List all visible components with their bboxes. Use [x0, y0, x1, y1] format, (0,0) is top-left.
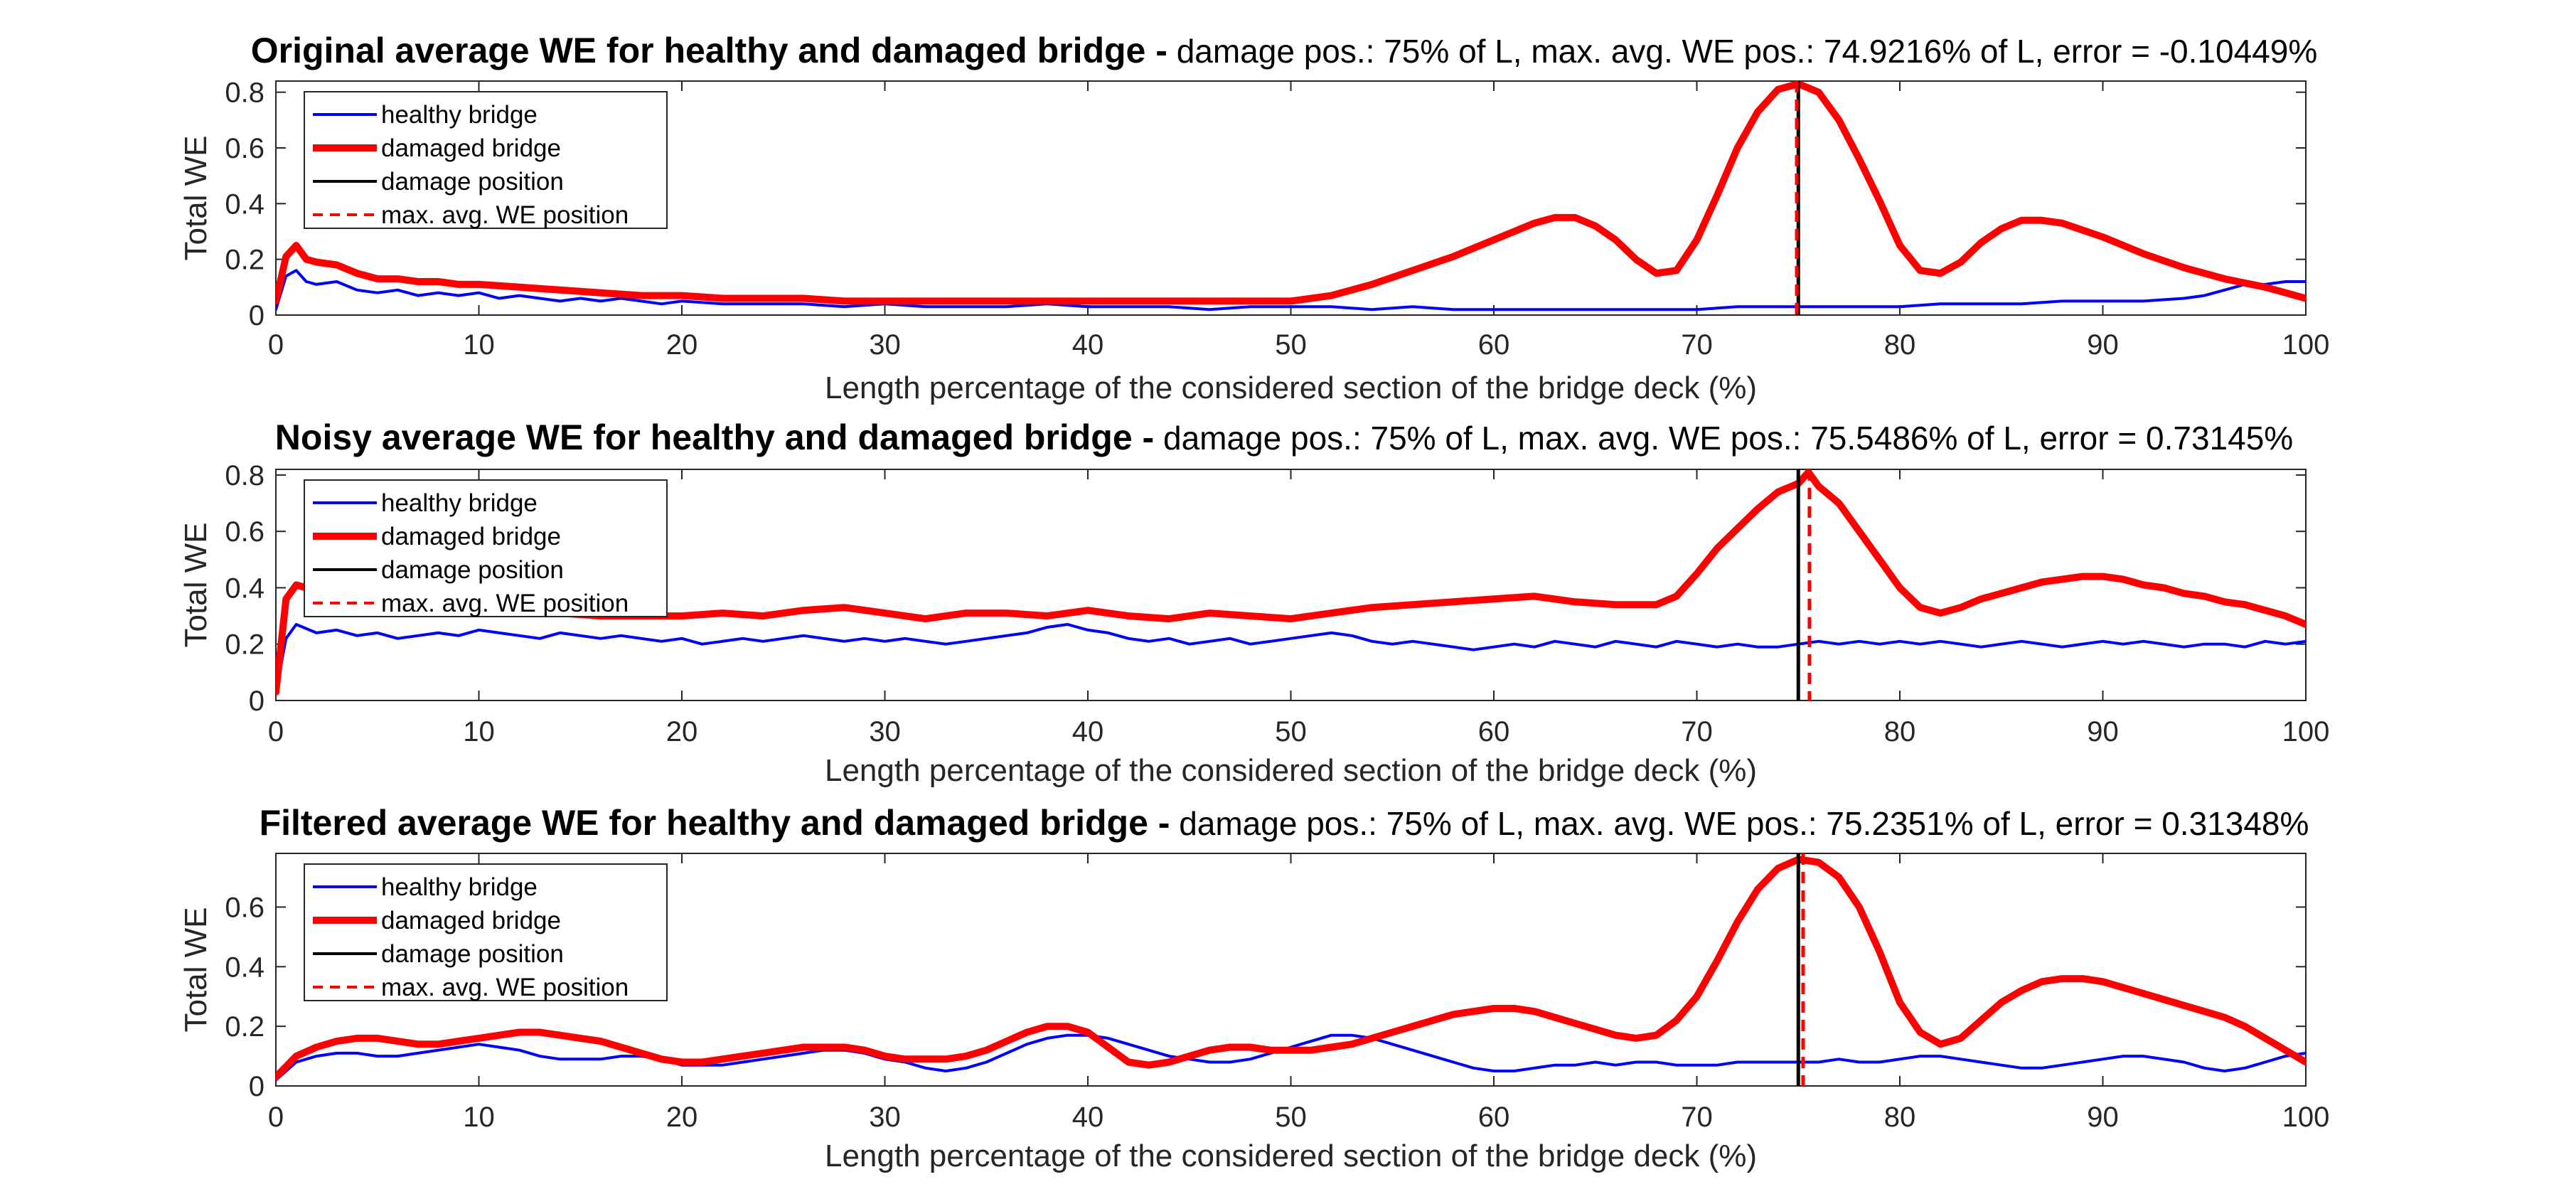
legend-healthy-bridge-label: healthy bridge: [381, 873, 538, 901]
x-tick-label: 40: [1072, 329, 1104, 361]
y-tick-label: 0.2: [225, 245, 264, 276]
x-tick-label: 70: [1681, 1102, 1713, 1133]
x-axis-label: Length percentage of the considered sect…: [825, 753, 1757, 788]
x-tick-label: 0: [268, 1102, 284, 1133]
x-tick-label: 40: [1072, 1102, 1104, 1133]
healthy-bridge-line: [276, 623, 2306, 694]
y-tick-label: 0.4: [225, 188, 264, 220]
x-tick-label: 60: [1478, 329, 1510, 361]
chart-title-details: damage pos.: 75% of L, max. avg. WE pos.…: [1170, 805, 2309, 842]
legend: healthy bridge damaged bridge damage posit…: [304, 479, 668, 617]
legend-max-we-position-label: max. avg. WE position: [381, 201, 629, 229]
y-tick-label: 0.8: [225, 78, 264, 109]
x-tick-label: 10: [463, 329, 495, 361]
y-tick-label: 0: [249, 300, 264, 331]
legend-damaged-bridge-label: damaged bridge: [381, 523, 561, 550]
data-layer: [276, 853, 2306, 1086]
x-tick-label: 80: [1884, 716, 1916, 747]
data-layer: [276, 81, 2306, 315]
chart-panel-3: Filtered average WE for healthy and dama…: [178, 803, 2329, 1173]
legend: healthy bridge damaged bridge damage posit…: [304, 91, 668, 229]
x-tick-label: 60: [1478, 1102, 1510, 1133]
legend: healthy bridge damaged bridge damage posit…: [304, 863, 668, 1001]
x-tick-label: 0: [268, 329, 284, 361]
x-tick-label: 90: [2087, 329, 2119, 361]
x-tick-label: 70: [1681, 716, 1713, 747]
x-tick-label: 50: [1275, 329, 1307, 361]
x-tick-label: 30: [869, 1102, 901, 1133]
x-tick-label: 10: [463, 716, 495, 747]
legend-damaged-bridge-label: damaged bridge: [381, 907, 561, 934]
chart-title: Original average WE for healthy and dama…: [251, 31, 2317, 70]
chart-title-details: damage pos.: 75% of L, max. avg. WE pos.…: [1154, 420, 2293, 457]
y-axis-label: Total WE: [178, 907, 213, 1032]
x-tick-label: 60: [1478, 716, 1510, 747]
legend-healthy-bridge-label: healthy bridge: [381, 489, 538, 517]
legend-healthy-bridge-label: healthy bridge: [381, 101, 538, 129]
x-tick-label: 0: [268, 716, 284, 747]
chart-panel-2: Noisy average WE for healthy and damaged…: [178, 417, 2329, 788]
y-tick-label: 0.2: [225, 1011, 264, 1043]
x-tick-label: 80: [1884, 1102, 1916, 1133]
x-tick-label: 30: [869, 716, 901, 747]
chart-title: Filtered average WE for healthy and dama…: [260, 803, 2309, 843]
x-tick-label: 40: [1072, 716, 1104, 747]
y-tick-label: 0.4: [225, 952, 264, 983]
y-tick-label: 0.6: [225, 133, 264, 164]
x-axis-label: Length percentage of the considered sect…: [825, 1139, 1757, 1173]
chart-title: Noisy average WE for healthy and damaged…: [275, 417, 2293, 457]
y-tick-label: 0: [249, 1071, 264, 1102]
legend-damage-position-label: damage position: [381, 940, 564, 968]
y-tick-label: 0.8: [225, 460, 264, 491]
y-tick-label: 0: [249, 686, 264, 717]
chart-title-details: damage pos.: 75% of L, max. avg. WE pos.…: [1167, 33, 2317, 70]
x-tick-label: 10: [463, 1102, 495, 1133]
x-tick-label: 20: [666, 1102, 698, 1133]
chart-title-main: Filtered average WE for healthy and dama…: [260, 803, 1170, 843]
y-tick-label: 0.4: [225, 572, 264, 604]
chart-panel-1: Original average WE for healthy and dama…: [178, 31, 2329, 405]
x-tick-label: 50: [1275, 1102, 1307, 1133]
x-tick-label: 90: [2087, 716, 2119, 747]
x-tick-label: 100: [2282, 716, 2330, 747]
x-axis-label: Length percentage of the considered sect…: [825, 371, 1757, 405]
y-tick-label: 0.6: [225, 892, 264, 923]
legend-damage-position-label: damage position: [381, 168, 564, 196]
x-tick-label: 20: [666, 716, 698, 747]
legend-damaged-bridge-label: damaged bridge: [381, 134, 561, 162]
y-tick-label: 0.2: [225, 629, 264, 661]
y-axis-label: Total WE: [178, 522, 213, 647]
legend-max-we-position-label: max. avg. WE position: [381, 974, 629, 1001]
legend-damage-position-label: damage position: [381, 556, 564, 584]
chart-title-main: Original average WE for healthy and dama…: [251, 31, 1167, 70]
legend-max-we-position-label: max. avg. WE position: [381, 590, 629, 617]
x-tick-label: 100: [2282, 1102, 2330, 1133]
x-tick-label: 70: [1681, 329, 1713, 361]
damaged-bridge-line: [276, 856, 2306, 1081]
x-tick-label: 20: [666, 329, 698, 361]
y-axis-label: Total WE: [178, 135, 213, 260]
chart-title-main: Noisy average WE for healthy and damaged…: [275, 417, 1154, 457]
damaged-bridge-line: [276, 81, 2306, 305]
x-tick-label: 30: [869, 329, 901, 361]
x-tick-label: 90: [2087, 1102, 2119, 1133]
healthy-bridge-line: [276, 269, 2306, 311]
x-tick-label: 80: [1884, 329, 1916, 361]
x-tick-label: 50: [1275, 716, 1307, 747]
y-tick-label: 0.6: [225, 516, 264, 548]
x-tick-label: 100: [2282, 329, 2330, 361]
